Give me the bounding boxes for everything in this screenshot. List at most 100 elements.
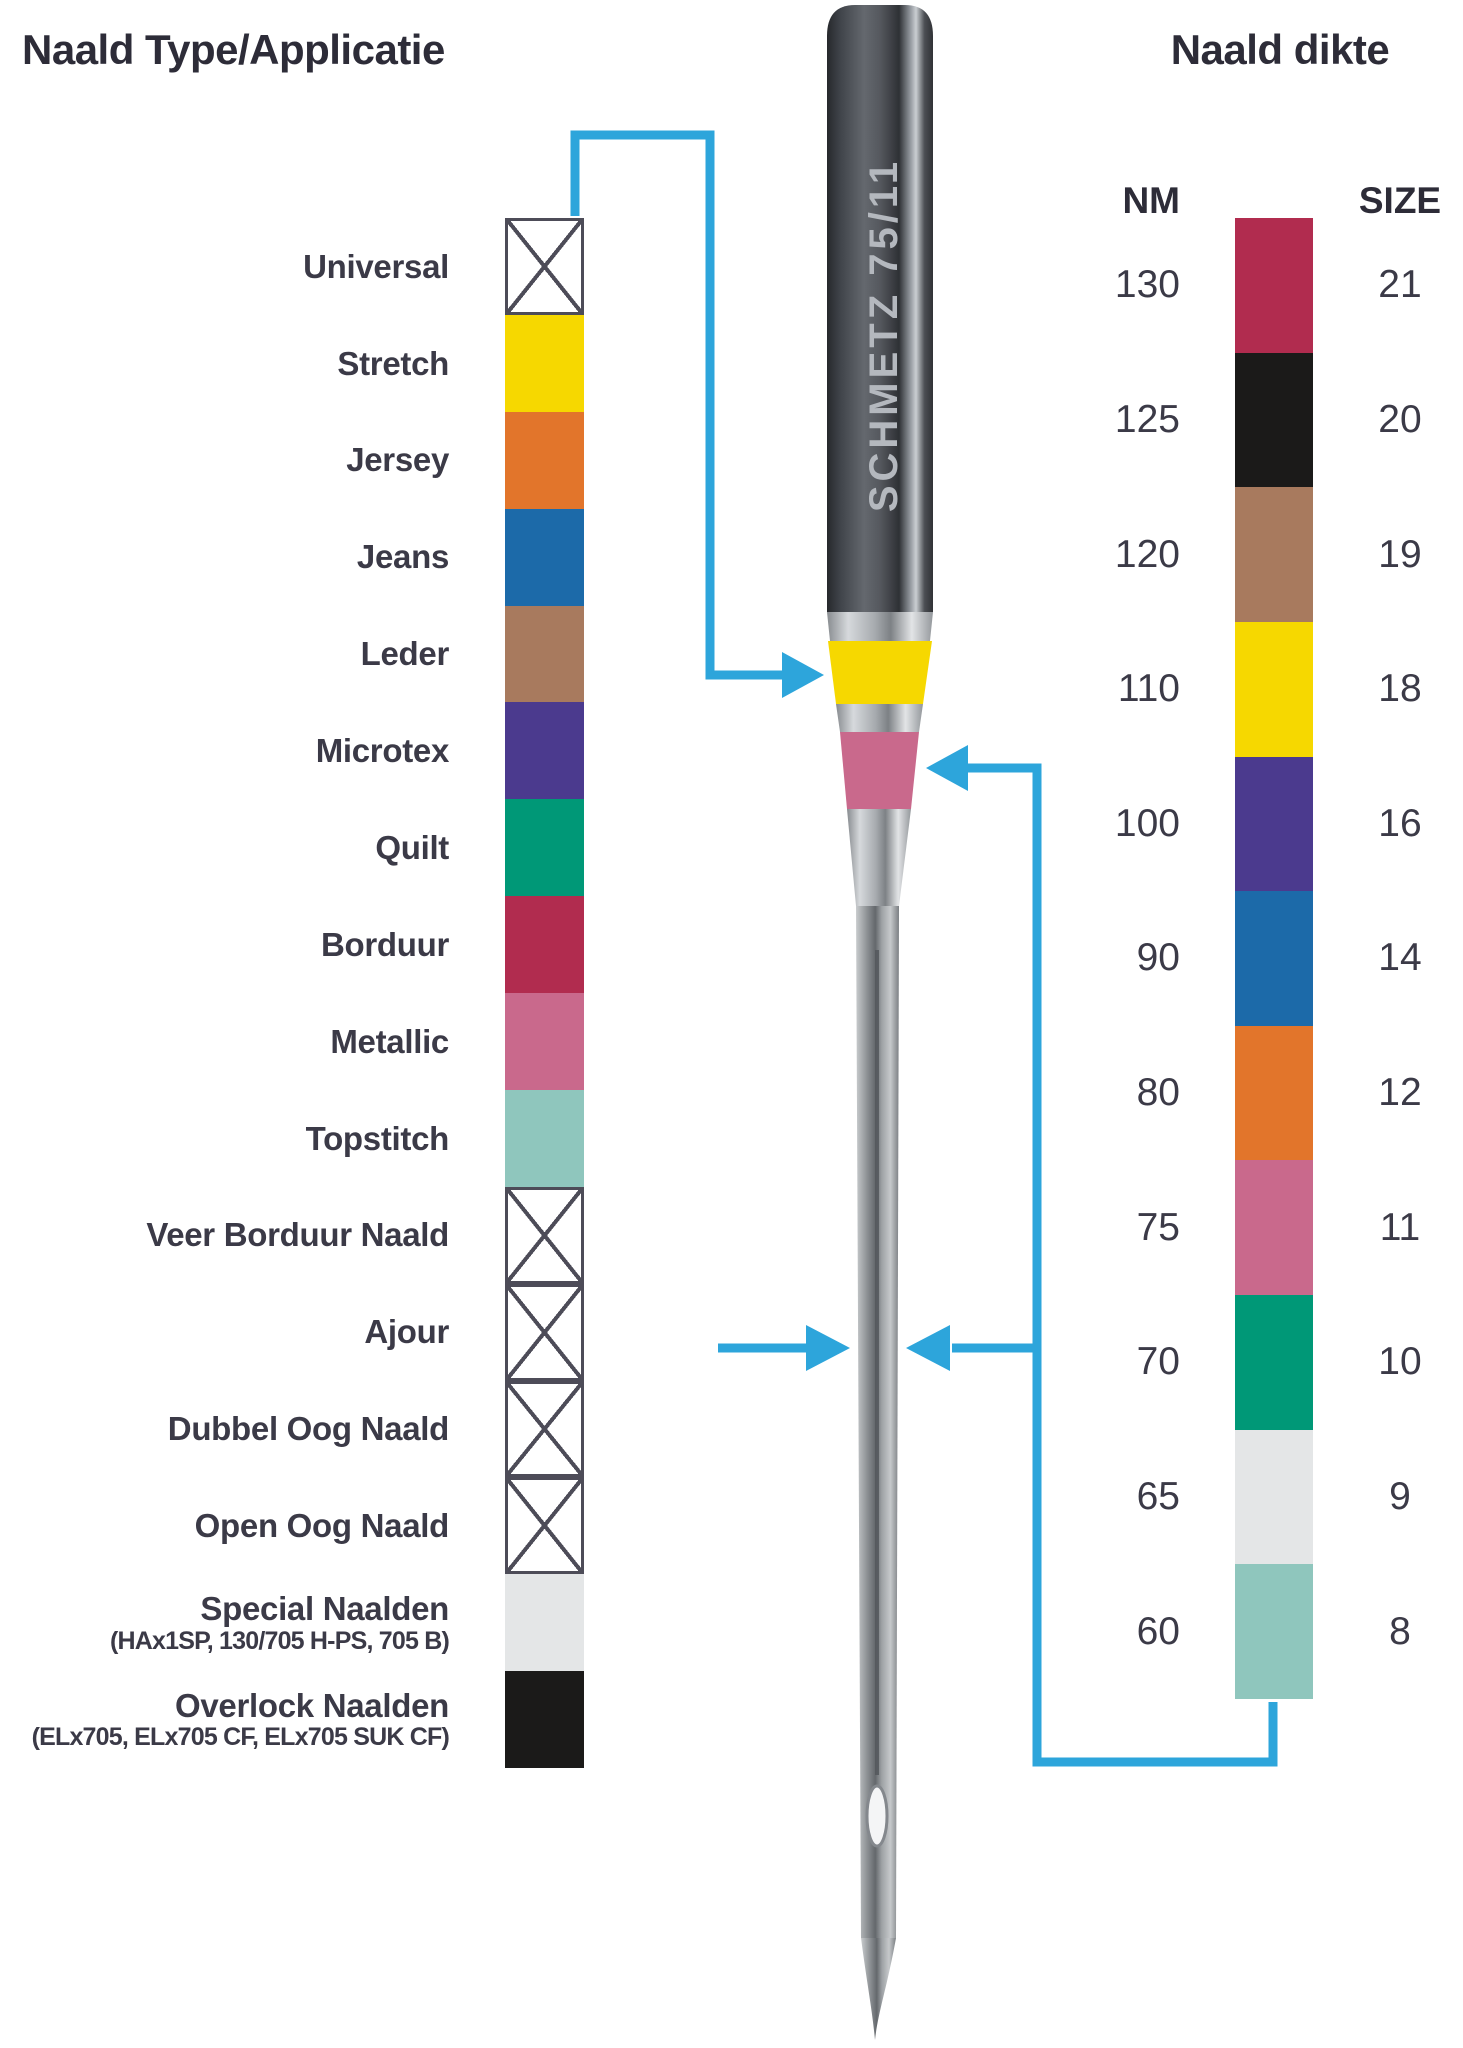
needle-type-color-swatch (505, 799, 584, 897)
needle-type-label-wrap: Quilt (0, 830, 505, 866)
needle-type-color-swatch (505, 1477, 584, 1575)
connector-universal-to-top-band (570, 130, 786, 680)
needle-shank (827, 5, 933, 612)
nm-value: 65 (1136, 1474, 1180, 1518)
needle-ring (836, 704, 923, 732)
needle-type-color-swatch (505, 993, 584, 1090)
needle-size-row: 80 12 (1040, 1025, 1455, 1161)
needle-type-label: Veer Borduur Naald (146, 1216, 449, 1254)
needle-type-label-wrap: Stretch (0, 344, 505, 382)
needle-size-row: 100 16 (1040, 756, 1455, 892)
needle-size-list: 130 21 125 20 120 19 110 18 (1040, 218, 1455, 1699)
needle-type-label-wrap: Leder (0, 636, 505, 672)
needle-type-color-swatch (505, 1380, 584, 1478)
needle-size-row: 65 9 (1040, 1429, 1455, 1565)
needle-type-sublabel: (ELx705, ELx705 CF, ELx705 SUK CF) (31, 1723, 450, 1752)
size-color-swatch (1235, 1295, 1313, 1430)
needle-size-row: 60 8 (1040, 1564, 1455, 1699)
needle-type-label: Jersey (346, 441, 449, 479)
size-color-swatch (1235, 1025, 1313, 1161)
size-value: 8 (1389, 1609, 1411, 1653)
size-value: 16 (1378, 801, 1422, 845)
size-color-swatch (1235, 352, 1313, 488)
needle-eye (865, 1784, 889, 1848)
needle-type-row: Jeans (0, 508, 584, 606)
needle-type-color-swatch (505, 896, 584, 993)
left-column-title: Naald Type/Applicatie (22, 26, 445, 73)
needle-type-color-swatch (505, 605, 584, 703)
size-value: 14 (1378, 936, 1422, 980)
size-value: 19 (1378, 532, 1422, 576)
needle-type-label: Leder (360, 635, 450, 673)
needle-type-label: Borduur (320, 925, 449, 963)
needle-type-color-swatch (505, 508, 584, 606)
needle-size-row: 75 11 (1040, 1160, 1455, 1295)
needle-size-row: 120 19 (1040, 487, 1455, 622)
nm-value: 90 (1136, 936, 1180, 980)
arrowhead-shaft-right-icon (906, 1325, 950, 1371)
needle-type-label-wrap: Jersey (0, 442, 505, 478)
size-color-swatch (1235, 891, 1313, 1026)
needle-type-label-wrap: Microtex (0, 733, 505, 769)
needle-type-row: Metallic (0, 993, 584, 1090)
size-color-swatch (1235, 621, 1313, 757)
needle-type-label-wrap: Jeans (0, 539, 505, 575)
needle-type-label-wrap: Borduur (0, 927, 505, 963)
needle-illustration: SCHMETZ 75/11 (827, 5, 933, 2040)
needle-type-row: Open Oog Naald (0, 1477, 584, 1575)
needle-size-row: 125 20 (1040, 352, 1455, 488)
needle-type-sublabel: (HAx1SP, 130/705 H-PS, 705 B) (109, 1626, 450, 1655)
size-value: 12 (1378, 1071, 1422, 1115)
needle-band-bottom (840, 732, 919, 809)
needle-point (861, 1938, 896, 2040)
needle-type-label: Quilt (375, 828, 449, 866)
needle-size-row: 130 21 (1040, 218, 1455, 353)
needle-type-color-swatch (505, 1186, 584, 1284)
size-value: 21 (1378, 263, 1422, 307)
size-color-swatch (1235, 1564, 1313, 1699)
needle-type-label: Special Naalden (200, 1589, 449, 1627)
needle-size-row: 70 10 (1040, 1295, 1455, 1430)
needle-type-color-swatch (505, 1089, 584, 1187)
needle-type-label-wrap: Topstitch (0, 1119, 505, 1157)
needle-type-label-wrap: Metallic (0, 1023, 505, 1060)
nm-value: 125 (1114, 397, 1180, 441)
nm-value: 80 (1136, 1071, 1180, 1115)
needle-type-label-wrap: Special Naalden (HAx1SP, 130/705 H-PS, 7… (0, 1591, 505, 1655)
needle-type-row: Leder (0, 605, 584, 703)
nm-value: 75 (1136, 1205, 1180, 1249)
needle-size-row: 90 14 (1040, 891, 1455, 1026)
size-value: 18 (1378, 667, 1422, 711)
size-value: 20 (1378, 397, 1422, 441)
needle-type-label: Overlock Naalden (175, 1686, 449, 1724)
needle-type-label-wrap: Open Oog Naald (0, 1508, 505, 1544)
needle-type-label-wrap: Dubbel Oog Naald (0, 1411, 505, 1447)
needle-type-list: Universal Stretch Jersey Jeans (0, 218, 584, 1768)
needle-type-color-swatch (505, 411, 584, 509)
needle-shaft (856, 906, 899, 1938)
nm-value: 120 (1114, 532, 1180, 576)
needle-type-label-wrap: Veer Borduur Naald (0, 1217, 505, 1253)
arrowhead-shaft-left-icon (806, 1325, 850, 1371)
needle-type-row: Borduur (0, 896, 584, 993)
size-color-swatch (1235, 1160, 1313, 1295)
nm-value: 100 (1114, 801, 1180, 845)
size-color-swatch (1235, 756, 1313, 892)
size-color-swatch (1235, 1429, 1313, 1565)
size-color-swatch (1235, 487, 1313, 622)
nm-value: 110 (1117, 667, 1180, 711)
needle-type-label: Jeans (356, 538, 449, 576)
needle-type-color-swatch (505, 1671, 584, 1768)
needle-type-label-wrap: Overlock Naalden (ELx705, ELx705 CF, ELx… (0, 1688, 505, 1752)
needle-type-label: Microtex (315, 732, 450, 769)
needle-type-row: Overlock Naalden (ELx705, ELx705 CF, ELx… (0, 1671, 584, 1768)
connector-arrowheads (782, 652, 968, 1371)
arrowhead-top-band-icon (782, 652, 824, 698)
needle-type-label: Topstitch (305, 1119, 450, 1157)
nm-value: 130 (1114, 263, 1180, 307)
needle-type-label-wrap: Ajour (0, 1314, 505, 1350)
needle-type-color-swatch (505, 702, 584, 800)
needle-type-label: Stretch (337, 344, 449, 382)
size-column-header: SIZE (1358, 180, 1442, 221)
needle-band-top (828, 641, 932, 704)
